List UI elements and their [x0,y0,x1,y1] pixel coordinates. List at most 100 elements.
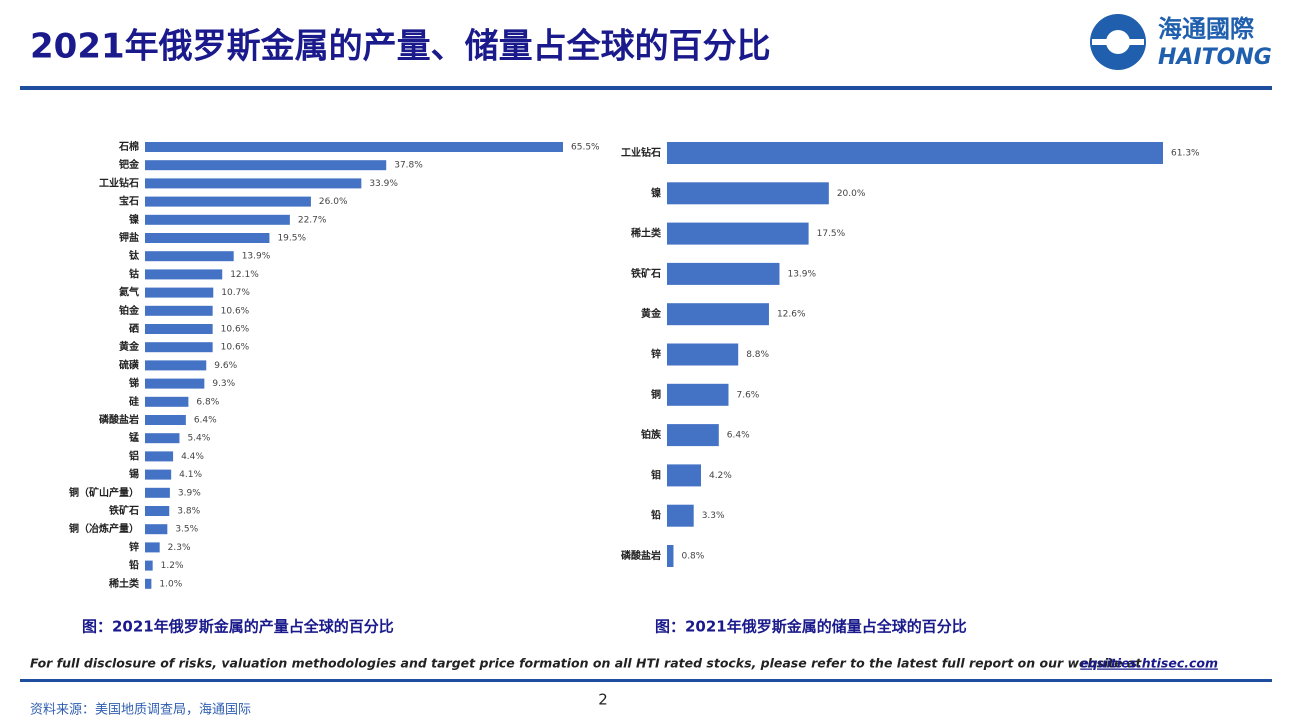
value-label: 6.8% [196,397,219,407]
value-label: 26.0% [319,197,348,207]
bar [145,196,311,207]
bar [145,524,168,535]
bar [667,464,701,487]
category-label: 镍 [651,186,661,199]
value-label: 22.7% [298,215,327,225]
bar [667,222,809,245]
bar [667,303,769,326]
value-label: 1.0% [159,579,182,589]
bar [667,262,780,285]
value-label: 9.6% [214,361,237,371]
category-label: 钼 [651,468,661,481]
category-label: 铜 [651,388,661,401]
value-label: 6.4% [194,416,217,426]
category-label: 铅 [129,559,139,572]
value-label: 8.8% [746,350,769,360]
value-label: 13.9% [242,252,271,262]
caption: 图：2021年俄罗斯金属的产量占全球的百分比 [82,618,394,636]
value-label: 19.5% [277,234,306,244]
bar [145,578,152,589]
source: 资料来源：美国地质调查局，海通国际 [30,703,251,718]
bar [667,424,719,447]
bar [667,142,1163,164]
value-label: 10.6% [221,325,250,335]
page-number: 2 [598,691,608,709]
value-label: 4.2% [709,471,732,481]
value-label: 3.9% [178,488,201,498]
value-label: 0.8% [681,552,704,562]
bar [145,560,153,571]
bar [145,451,174,462]
category-label: 钛 [129,249,140,262]
value-label: 10.6% [221,343,250,353]
category-label: 钯金 [118,158,140,171]
value-label: 12.6% [777,310,806,320]
value-label: 3.5% [175,525,198,535]
bar [145,506,170,516]
category-label: 宝石 [119,195,139,208]
category-label: 工业钻石 [621,146,661,159]
category-label: 黄金 [641,307,662,320]
value-label: 6.4% [727,431,750,441]
category-label: 磷酸盐岩 [621,549,661,562]
bar [145,542,160,553]
bar [145,287,214,298]
value-label: 33.9% [369,179,398,189]
category-label: 硅 [129,395,139,408]
logo-en: HAITONG [1158,45,1272,70]
value-label: 13.9% [787,269,816,279]
value-label: 7.6% [736,390,759,400]
website-link[interactable]: equities.htisec.com [1080,656,1218,671]
category-label: 铅 [651,509,661,522]
slide-title: 2021年俄罗斯金属的产量、储量占全球的百分比 [30,27,771,67]
category-label: 黄金 [119,340,140,353]
category-label: 钴 [129,267,139,280]
category-label: 硫磺 [119,358,139,371]
footer-rule [20,679,1272,682]
bar [145,251,234,262]
bar [145,214,290,225]
bar [145,324,213,334]
bar [145,305,213,316]
value-label: 20.0% [837,189,866,199]
category-label: 磷酸盐岩 [99,413,139,426]
category-label: 铁矿石 [109,504,139,517]
logo-icon-bar [1092,39,1144,45]
bar [145,342,213,353]
category-label: 铁矿石 [631,267,661,280]
category-label: 工业钻石 [99,176,139,189]
category-label: 锰 [129,431,139,444]
logo: 海通國際 HAITONG [1090,14,1272,70]
value-label: 65.5% [571,143,600,153]
bar [145,469,172,480]
category-label: 石棉 [118,140,139,153]
bar [145,360,207,371]
category-label: 铂族 [641,428,662,441]
category-label: 铜（冶炼产量） [69,522,139,535]
value-label: 3.8% [177,507,200,517]
category-label: 氦气 [119,286,139,299]
value-label: 10.6% [221,306,250,316]
value-label: 2.3% [168,543,191,553]
bar [145,415,186,425]
bar [145,378,205,389]
bar [145,233,270,243]
category-label: 稀土类 [631,227,661,240]
value-label: 17.5% [817,229,846,239]
category-label: 稀土类 [109,577,139,590]
bar [145,396,189,407]
bar [145,160,387,171]
value-label: 61.3% [1171,149,1200,159]
category-label: 镍 [129,213,139,226]
category-label: 锌 [651,348,661,361]
value-label: 10.7% [221,288,250,298]
category-label: 钾盐 [119,231,139,244]
category-label: 铂金 [119,304,140,317]
value-label: 9.3% [212,379,235,389]
bar [667,504,694,527]
category-label: 铜（矿山产量） [69,486,139,499]
header-rule [20,86,1272,90]
bar [667,545,674,567]
category-label: 锌 [129,540,139,553]
